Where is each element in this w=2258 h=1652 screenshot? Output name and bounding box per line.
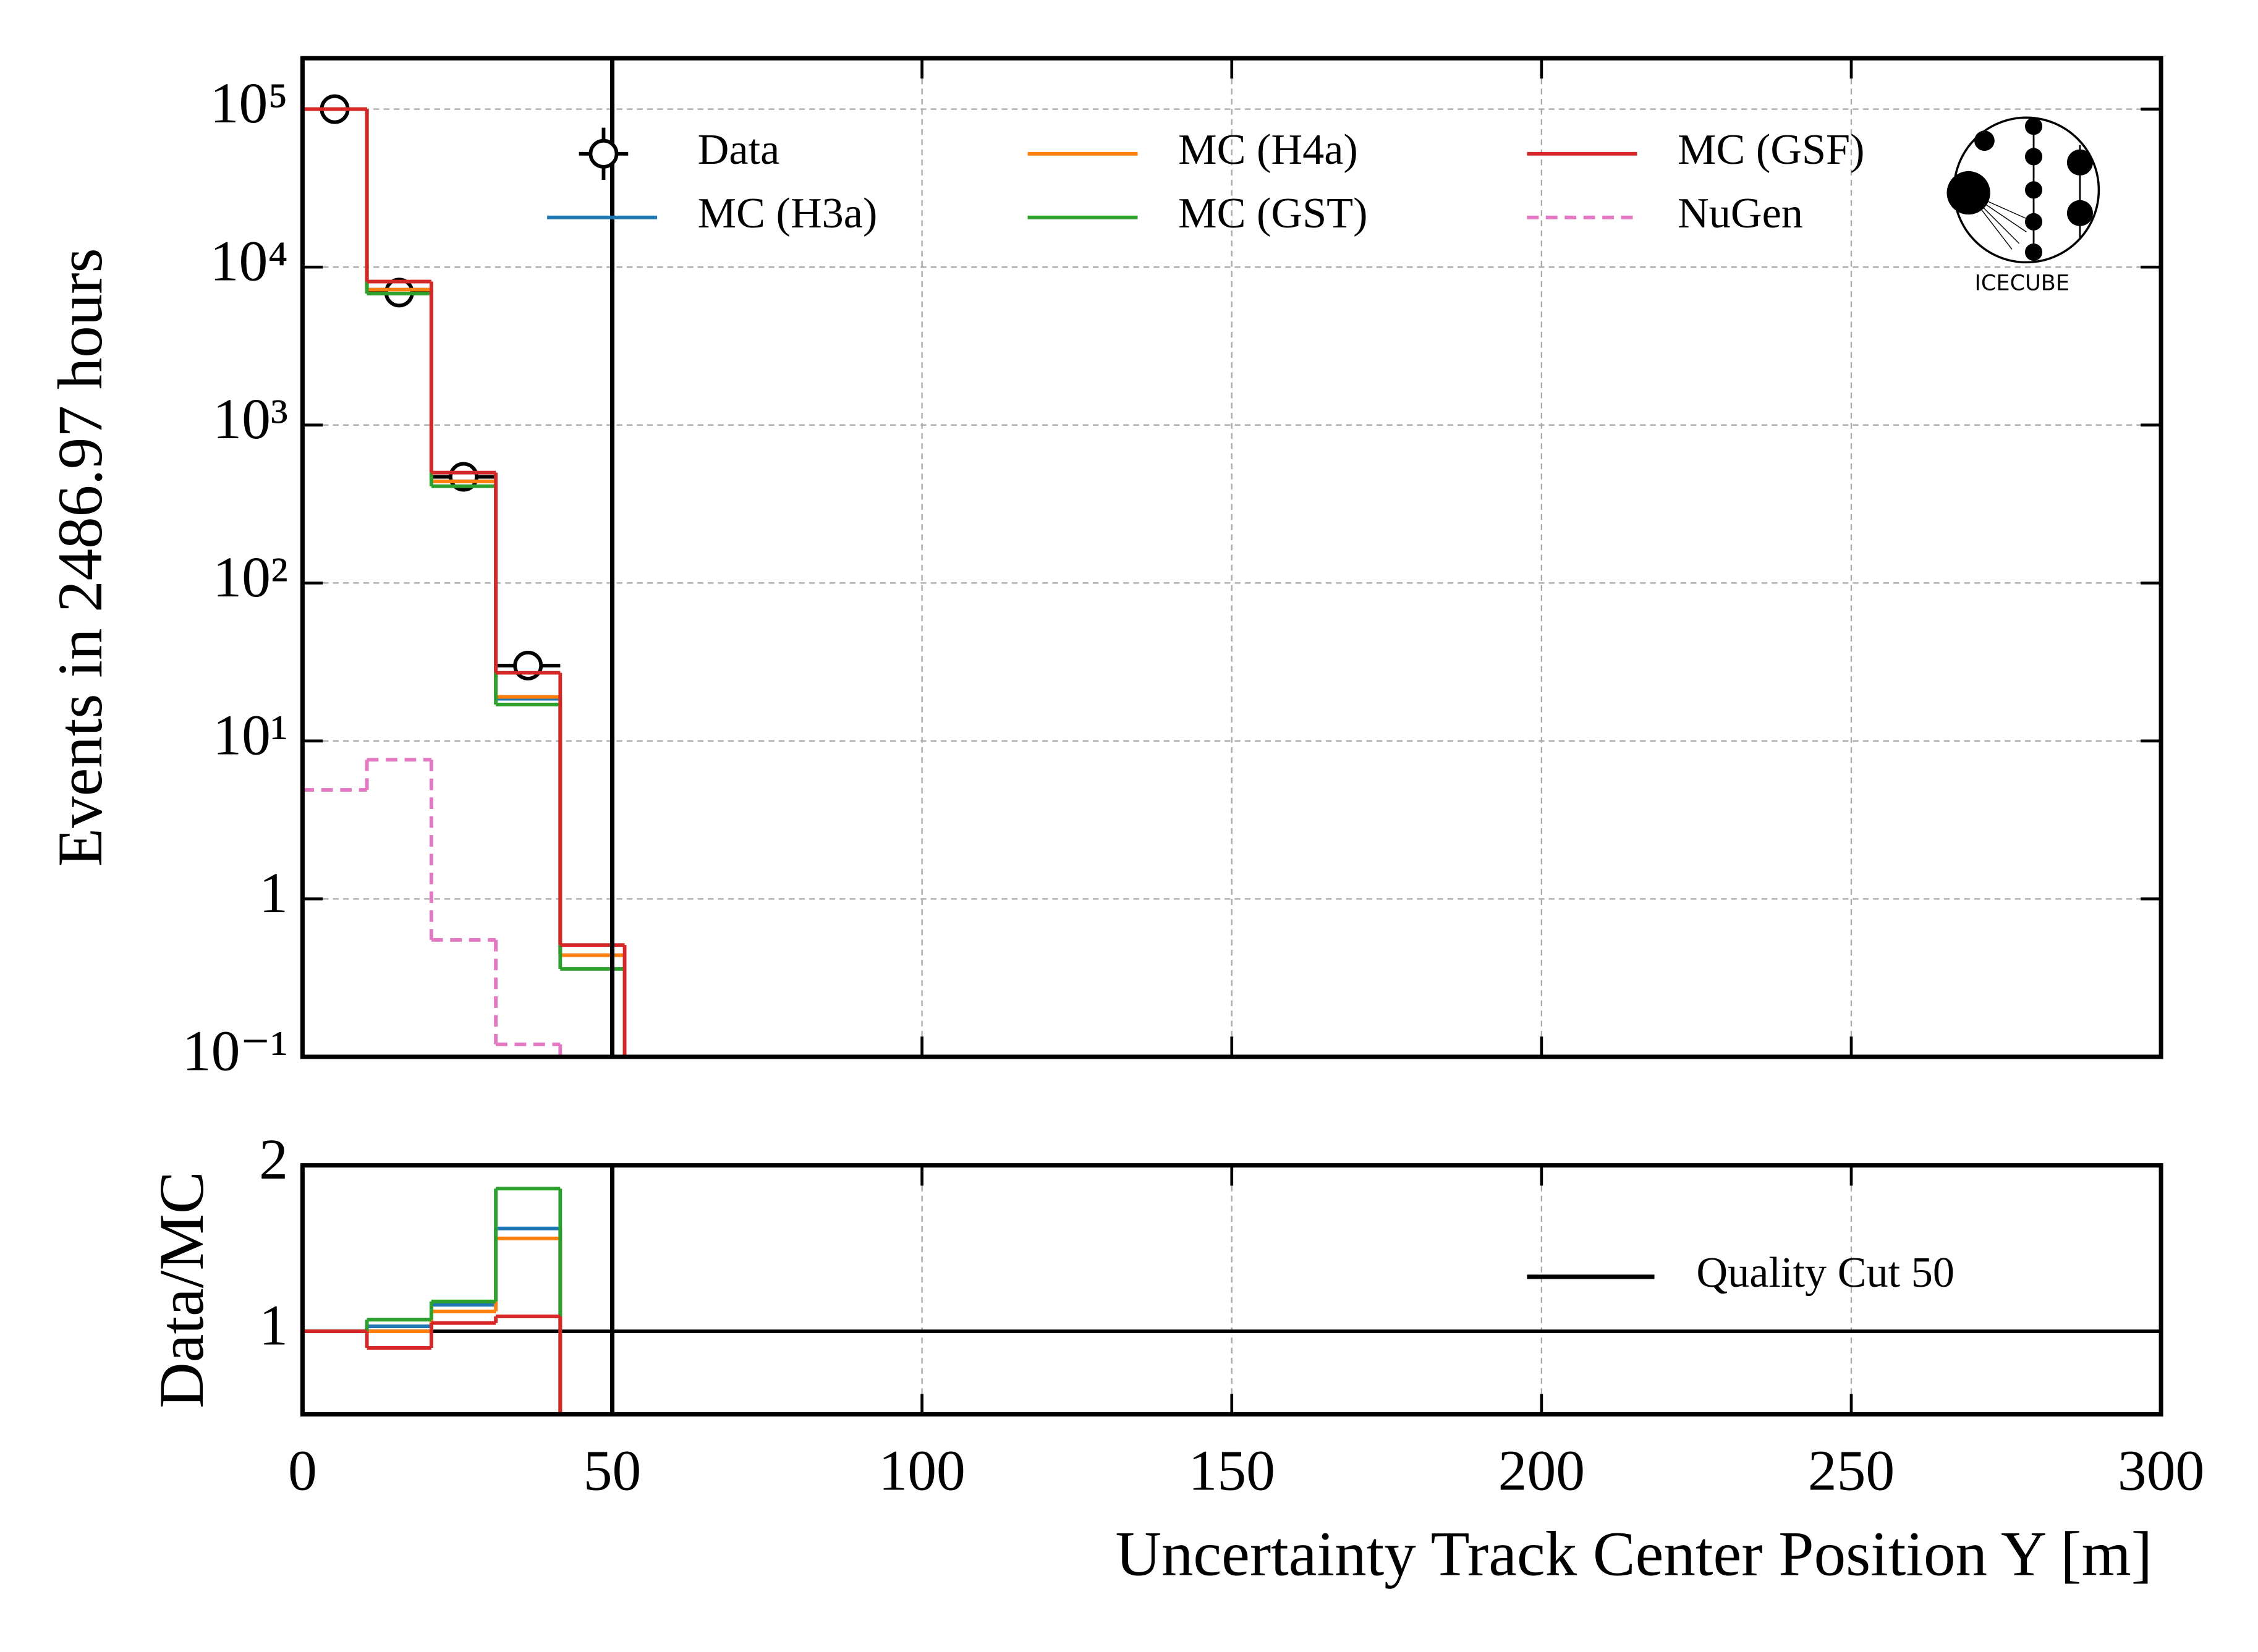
legend-label: Quality Cut 50 — [1696, 1248, 1955, 1297]
x-tick-label: 300 — [2118, 1439, 2204, 1503]
legend-label: Data — [698, 125, 780, 174]
y-axis-label: Data/MC — [146, 1171, 217, 1408]
y-tick-label: 1 — [259, 862, 288, 925]
logo: IceCube — [1946, 116, 2100, 296]
plot-frame — [300, 1163, 2163, 1417]
x-tick-label: 250 — [1808, 1439, 1895, 1503]
x-tick-label: 0 — [288, 1439, 317, 1503]
y-tick-label: 10¹ — [213, 703, 288, 767]
y-tick-label: 10³ — [213, 388, 288, 451]
legend-label: NuGen — [1678, 189, 1803, 237]
x-tick-label: 100 — [878, 1439, 965, 1503]
y-tick-label: 10⁻¹ — [182, 1019, 288, 1083]
data-point — [513, 650, 543, 680]
plot-area — [302, 1165, 2162, 1415]
data-point — [448, 462, 478, 492]
y-tick-label: 10⁴ — [210, 230, 288, 294]
legend-label: MC (GST) — [1178, 189, 1367, 237]
legend-label: MC (H4a) — [1178, 125, 1358, 174]
legend-label: MC (H3a) — [698, 189, 878, 237]
y-tick-label: 10² — [213, 546, 288, 609]
logo-text: IceCube — [1975, 271, 2070, 296]
legend-marker — [588, 138, 619, 169]
plot-area — [302, 58, 627, 1057]
x-axis-label: Uncertainty Track Center Position Y [m] — [1115, 1519, 2152, 1590]
y-tick-label: 1 — [259, 1294, 288, 1358]
x-tick-label: 50 — [584, 1439, 642, 1503]
x-tick-label: 200 — [1498, 1439, 1585, 1503]
x-tick-label: 150 — [1189, 1439, 1275, 1503]
y-tick-label: 2 — [259, 1128, 288, 1192]
y-axis-label: Events in 2486.97 hours — [45, 248, 116, 866]
legend-label: MC (GSF) — [1678, 125, 1865, 174]
y-tick-label: 10⁵ — [210, 72, 288, 135]
plot-frame — [300, 56, 2163, 1059]
